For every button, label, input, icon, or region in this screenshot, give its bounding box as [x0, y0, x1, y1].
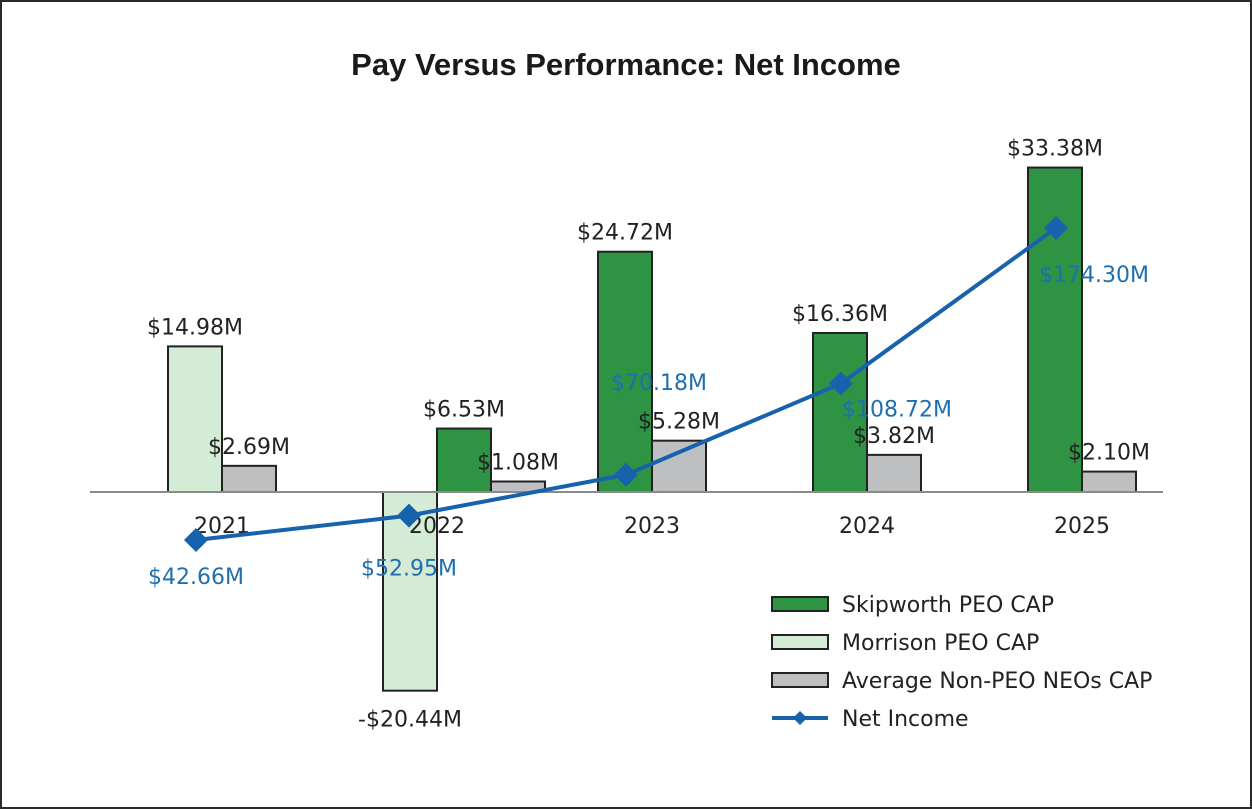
bar-average-non-peo-neos-cap-2021	[221, 464, 277, 494]
bar-average-non-peo-neos-cap-2025	[1081, 470, 1137, 494]
bar-average-non-peo-neos-cap-2024	[866, 453, 922, 493]
net-income-label-2025: $174.30M	[1039, 263, 1149, 288]
net-income-point-2023	[614, 462, 638, 487]
data-label-skipworth-peo-cap-2023: $24.72M	[577, 221, 673, 246]
legend-label-net-income: Net Income	[842, 707, 969, 732]
bar-skipworth-peo-cap-2024	[812, 331, 868, 493]
legend-swatch-morrison-peo-cap	[771, 634, 829, 650]
net-income-label-2024: $108.72M	[842, 397, 952, 422]
legend-item-average-non-peo-neos-cap: Average Non-PEO NEOs CAP	[771, 669, 1152, 694]
bar-morrison-peo-cap-2021	[167, 345, 223, 494]
legend-label-average-non-peo-neos-cap: Average Non-PEO NEOs CAP	[842, 669, 1152, 694]
data-label-skipworth-peo-cap-2025: $33.38M	[1007, 137, 1103, 162]
legend-item-morrison-peo-cap: Morrison PEO CAP	[771, 631, 1039, 656]
bar-group	[167, 166, 1137, 692]
net-income-point-2022	[397, 503, 421, 528]
chart-title: Pay Versus Performance: Net Income	[351, 47, 901, 82]
data-label-morrison-peo-cap-2021: $14.98M	[147, 315, 243, 340]
net-income-label-2023: $70.18M	[611, 371, 707, 396]
legend-item-net-income: Net Income	[772, 707, 969, 732]
x-tick-2023: 2023	[624, 514, 680, 539]
data-label-average-non-peo-neos-cap-2022: $1.08M	[477, 451, 559, 476]
net-income-line-layer: $42.66M $52.95M $70.18M $108.72M $174.30M	[148, 216, 1149, 590]
net-income-point-2025	[1044, 216, 1068, 241]
data-label-morrison-peo-cap-2022: -$20.44M	[358, 708, 462, 733]
net-income-label-2022: $52.95M	[361, 557, 457, 582]
bar-average-non-peo-neos-cap-2023	[651, 439, 707, 494]
x-tick-2024: 2024	[839, 514, 895, 539]
legend-marker-net-income	[793, 711, 807, 725]
data-label-skipworth-peo-cap-2024: $16.36M	[792, 302, 888, 327]
net-income-point-2021	[184, 528, 208, 552]
legend-swatch-average-non-peo-neos-cap	[771, 672, 829, 688]
legend-item-skipworth-peo-cap: Skipworth PEO CAP	[771, 593, 1054, 618]
legend-swatch-skipworth-peo-cap	[771, 596, 829, 612]
net-income-point-2024	[829, 371, 853, 396]
data-labels: $14.98M $2.69M -$20.44M $6.53M $1.08M $24.72M…	[147, 137, 1150, 733]
x-tick-2025: 2025	[1054, 514, 1110, 539]
legend: Skipworth PEO CAP Morrison PEO CAP Average…	[771, 593, 1152, 732]
data-label-average-non-peo-neos-cap-2024: $3.82M	[853, 424, 935, 449]
data-label-average-non-peo-neos-cap-2023: $5.28M	[638, 410, 720, 435]
data-label-skipworth-peo-cap-2022: $6.53M	[423, 398, 505, 423]
bar-morrison-peo-cap-2022	[382, 491, 438, 692]
legend-label-morrison-peo-cap: Morrison PEO CAP	[842, 631, 1039, 656]
legend-label-skipworth-peo-cap: Skipworth PEO CAP	[842, 593, 1054, 618]
x-axis-ticks: 2021 2022 2023 2024 2025	[194, 514, 1110, 539]
net-income-label-2021: $42.66M	[148, 565, 244, 590]
bar-skipworth-peo-cap-2023	[597, 250, 653, 493]
data-label-average-non-peo-neos-cap-2025: $2.10M	[1068, 441, 1150, 466]
data-label-average-non-peo-neos-cap-2021: $2.69M	[208, 435, 290, 460]
